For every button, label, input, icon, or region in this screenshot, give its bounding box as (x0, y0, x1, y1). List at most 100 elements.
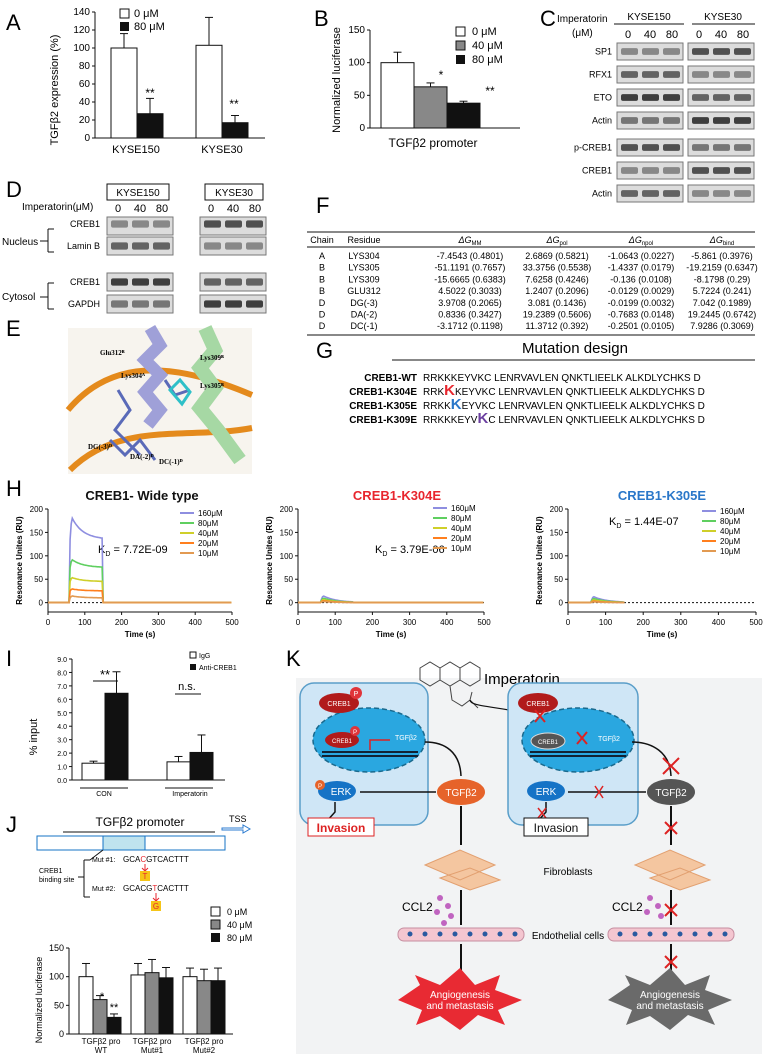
panel-f-cell-3-5: 5.7224 (0.241) (693, 286, 752, 296)
panel-d-band-0-1-1 (225, 220, 242, 228)
panel-g-seq-3-mut: K (477, 410, 488, 427)
panel-c-blot-5-0 (616, 161, 684, 180)
panel-c-band-4-1-2 (734, 144, 751, 151)
panel-j-star-1: ** (110, 1002, 119, 1014)
panel-f-cell-3-3: 1.2407 (0.2096) (525, 286, 589, 296)
panel-f-cell-0-3: 2.6869 (0.5821) (525, 251, 589, 261)
panel-j-mut1-post: GTCACTTT (146, 855, 189, 864)
panel-h-xtick-label-0-4: 400 (189, 618, 203, 627)
panel-k-arrow-left-1 (424, 741, 462, 777)
panel-k-angio-right-label: Angiogenesis and metastasis (636, 990, 703, 1012)
panel-k-ccl2-right: CCL2 (612, 900, 643, 914)
panel-h-xtick-label-1-1: 100 (329, 618, 343, 627)
panel-b-legend-swatch-2 (456, 55, 465, 64)
panel-h-xtick-label-0-1: 100 (78, 618, 92, 627)
panel-a-star-1: ** (229, 97, 239, 111)
panel-f-cell-6-1: DC(-1) (351, 321, 378, 331)
panel-letter-j: J (6, 812, 17, 837)
panel-h-ylabel-1: Resonance Unites (RU) (265, 516, 274, 605)
panel-k-fibroblasts-left (423, 849, 502, 891)
panel-d-cytosol: Cytosol (2, 292, 35, 303)
panel-i-ytick-label-3: 3.0 (57, 738, 67, 745)
panel-g-seq-2: RRKKKEYVKC LENRVAVLEN QNKTLIEELK ALKDLYC… (423, 396, 705, 413)
panel-h-ytick-label-2-4: 200 (550, 505, 564, 514)
panel-c-band-6-0-1 (642, 190, 659, 197)
panel-k-tgfb-right (647, 779, 695, 805)
panel-a-bars (110, 16, 249, 139)
panel-c-cell-0: KYSE150 (627, 12, 671, 23)
panel-c-band-3-1-1 (713, 117, 730, 124)
panel-h-legend-0-1: 80μM (198, 519, 219, 528)
panel-h-xtick-label-2-0: 0 (566, 618, 571, 627)
panel-d-band-1-1-2 (246, 242, 263, 250)
panel-j-group-1-line1: TGFβ2 pro (133, 1037, 172, 1046)
panel-a-legend-swatch-1 (120, 22, 129, 31)
panel-d-band-3-1-1 (225, 300, 242, 308)
panel-j-tss-arrow (221, 824, 252, 834)
panel-d-row-label-2: CREB1 (70, 277, 100, 287)
panel-k-dna-left (322, 751, 418, 757)
panel-h-kd-sub-1: D (382, 551, 387, 558)
panel-j-site-bracket (78, 849, 104, 898)
panel-a-group-1: KYSE30 (201, 144, 243, 156)
panel-a-ylabel: TGFβ2 expression (%) (49, 35, 61, 146)
panel-d-dose-1-2: 80 (249, 203, 261, 215)
panel-a-group-0: KYSE150 (112, 144, 160, 156)
panel-h-legend-1-2: 40μM (451, 524, 472, 533)
panel-i-ytick-label-2: 2.0 (57, 751, 67, 758)
panel-j-mut1-pre: GCA (123, 855, 141, 864)
panel-d-band-0-1-0 (204, 220, 221, 228)
panel-k-x-1 (534, 709, 546, 723)
panel-b-star-1: ** (485, 84, 495, 98)
panel-c-band-5-1-0 (692, 167, 709, 174)
panel-k-tgfb-left-label: TGFβ2 (445, 788, 477, 799)
panel-c-band-0-0-2 (663, 48, 680, 55)
panel-a-ytick-label-7: 140 (73, 7, 90, 18)
panel-h-ytick-label-0-0: 0 (39, 599, 44, 608)
panel-k-x-5 (537, 807, 547, 819)
panel-i-legend-swatch-0 (189, 651, 197, 659)
panel-h-title-2: CREB1-K305E (618, 488, 706, 503)
panel-k-erk-left-label: ERK (331, 787, 352, 798)
panel-b-bars (380, 51, 481, 129)
panel-a-bar-1-1 (221, 122, 249, 139)
panel-c-dose-1-0: 0 (696, 29, 702, 41)
panel-c-band-5-0-0 (621, 167, 638, 174)
panel-j-mut1-sub: T (143, 872, 148, 881)
panel-k-creb1-nuc-right (530, 732, 566, 750)
panel-c-band-0-0-1 (642, 48, 659, 55)
panel-f-cell-1-4: -1.4337 (0.0179) (608, 263, 675, 273)
panel-k-p-erk-left (315, 780, 325, 790)
panel-c-band-1-0-2 (663, 71, 680, 78)
panel-g-seq-2-mut: K (451, 396, 462, 413)
panel-d-band-0-1-2 (246, 220, 263, 228)
panel-k-p-top-left (350, 687, 362, 699)
panel-h-xtick-label-0-5: 500 (225, 618, 239, 627)
panel-c-band-5-0-1 (642, 167, 659, 174)
panel-g-seq-0: RRKKKEYVKC LENRVAVLEN QNKTLIEELK ALKDLYC… (423, 373, 701, 384)
panel-j-mut1-label: Mut #1: (92, 857, 115, 864)
panel-h-legend-2-2: 40μM (720, 527, 741, 536)
panel-c-dose-0-2: 80 (666, 29, 678, 41)
panel-e-label-0: Glu312ᴮ (100, 349, 125, 357)
panel-g-rows: CREB1-WT RRKKKEYVKC LENRVAVLEN QNKTLIEELK… (349, 373, 705, 427)
panel-h-ytick-label-2-1: 50 (554, 575, 563, 584)
panel-j-ytick-label-0: 0 (59, 1029, 64, 1039)
panel-a-ytick-label-4: 80 (79, 61, 91, 72)
panel-h-ytick-label-0-4: 200 (30, 505, 44, 514)
panel-d-band-1-0-1 (132, 242, 149, 250)
panel-f-header-4-main: ΔG (628, 235, 642, 245)
panel-k-dna-right (530, 751, 626, 757)
panel-a-legend-0: 0 μM (134, 8, 159, 20)
panel-d-band-1-1-1 (225, 242, 242, 250)
panel-e-label-3: Lys305ᴮ (200, 382, 224, 390)
panel-h-xtick-label-2-2: 200 (637, 618, 651, 627)
panel-g-title: Mutation design (522, 340, 628, 357)
panel-j-mut2-post: CACTTT (157, 884, 189, 893)
panel-h-ytick-label-1-0: 0 (289, 599, 294, 608)
panel-h-ytick-label-1-1: 50 (284, 575, 293, 584)
panel-i-bars (81, 671, 214, 781)
panel-i-bar-0-1 (104, 692, 129, 781)
panel-d-bracket-cytosol (40, 282, 54, 310)
